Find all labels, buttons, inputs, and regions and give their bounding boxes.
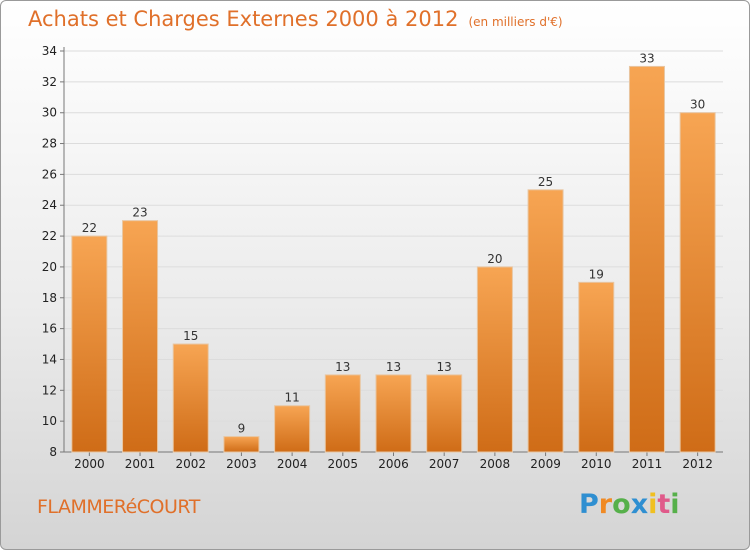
logo-letter: i — [670, 489, 680, 520]
x-tick-label-2000: 2000 — [74, 457, 105, 471]
proxiti-logo: Proxiti — [579, 489, 680, 520]
y-tick-label: 26 — [42, 167, 57, 181]
bar-2002 — [172, 343, 209, 453]
logo-letter: P — [579, 489, 599, 520]
x-tick-label-2006: 2006 — [378, 457, 409, 471]
x-tick-label-2011: 2011 — [632, 457, 663, 471]
y-tick-label: 32 — [42, 75, 57, 89]
bar-2008 — [476, 266, 513, 453]
data-label-2010: 19 — [589, 267, 604, 281]
y-tick-label: 10 — [42, 414, 57, 428]
data-label-2000: 22 — [82, 221, 97, 235]
logo-letter: t — [657, 489, 671, 520]
x-tick-label-2012: 2012 — [682, 457, 713, 471]
logo-letter: i — [648, 489, 658, 520]
bar-2004 — [274, 405, 311, 453]
x-tick-label-2002: 2002 — [175, 457, 206, 471]
data-label-2001: 23 — [132, 206, 147, 220]
y-tick-label: 34 — [42, 44, 57, 58]
x-tick-label-2001: 2001 — [125, 457, 156, 471]
data-label-2006: 13 — [386, 360, 401, 374]
bar-2012 — [679, 112, 716, 453]
x-tick-label-2005: 2005 — [328, 457, 359, 471]
bar-2000 — [71, 235, 108, 453]
y-tick-label: 12 — [42, 383, 57, 397]
x-tick-label-2003: 2003 — [226, 457, 257, 471]
data-label-2005: 13 — [335, 360, 350, 374]
data-label-2011: 33 — [639, 51, 654, 65]
data-label-2002: 15 — [183, 329, 198, 343]
bar-2001 — [122, 220, 159, 453]
x-tick-label-2004: 2004 — [277, 457, 308, 471]
data-label-2008: 20 — [487, 252, 502, 266]
title-unit: (en milliers d'€) — [468, 15, 563, 29]
data-label-2007: 13 — [437, 360, 452, 374]
bar-2009 — [527, 189, 564, 453]
y-tick-label: 18 — [42, 291, 57, 305]
y-tick-label: 22 — [42, 229, 57, 243]
x-tick-label-2010: 2010 — [581, 457, 612, 471]
bar-2007 — [426, 374, 463, 453]
y-tick-label: 16 — [42, 322, 57, 336]
logo-letter: x — [630, 489, 649, 520]
y-tick-label: 28 — [42, 137, 57, 151]
y-tick-label: 24 — [42, 198, 57, 212]
x-tick-label-2007: 2007 — [429, 457, 460, 471]
data-label-2012: 30 — [690, 98, 705, 112]
title-text: Achats et Charges Externes 2000 à 2012 — [28, 7, 459, 31]
y-tick-label: 20 — [42, 260, 57, 274]
logo-letter: o — [612, 489, 631, 520]
chart-title: Achats et Charges Externes 2000 à 2012 (e… — [28, 7, 563, 31]
bar-2003 — [223, 436, 260, 453]
x-tick-label-2009: 2009 — [530, 457, 561, 471]
bar-2010 — [578, 281, 615, 453]
x-tick-label-2008: 2008 — [480, 457, 511, 471]
bar-2011 — [628, 65, 665, 453]
data-label-2003: 9 — [238, 422, 246, 436]
y-tick-label: 30 — [42, 106, 57, 120]
data-label-2004: 11 — [284, 391, 299, 405]
y-tick-label: 14 — [42, 352, 57, 366]
y-tick-label: 8 — [49, 445, 57, 459]
bar-2005 — [324, 374, 361, 453]
logo-letter: r — [598, 489, 613, 520]
commune-name: FLAMMERéCOURT — [37, 496, 200, 518]
bar-2006 — [375, 374, 412, 453]
data-label-2009: 25 — [538, 175, 553, 189]
